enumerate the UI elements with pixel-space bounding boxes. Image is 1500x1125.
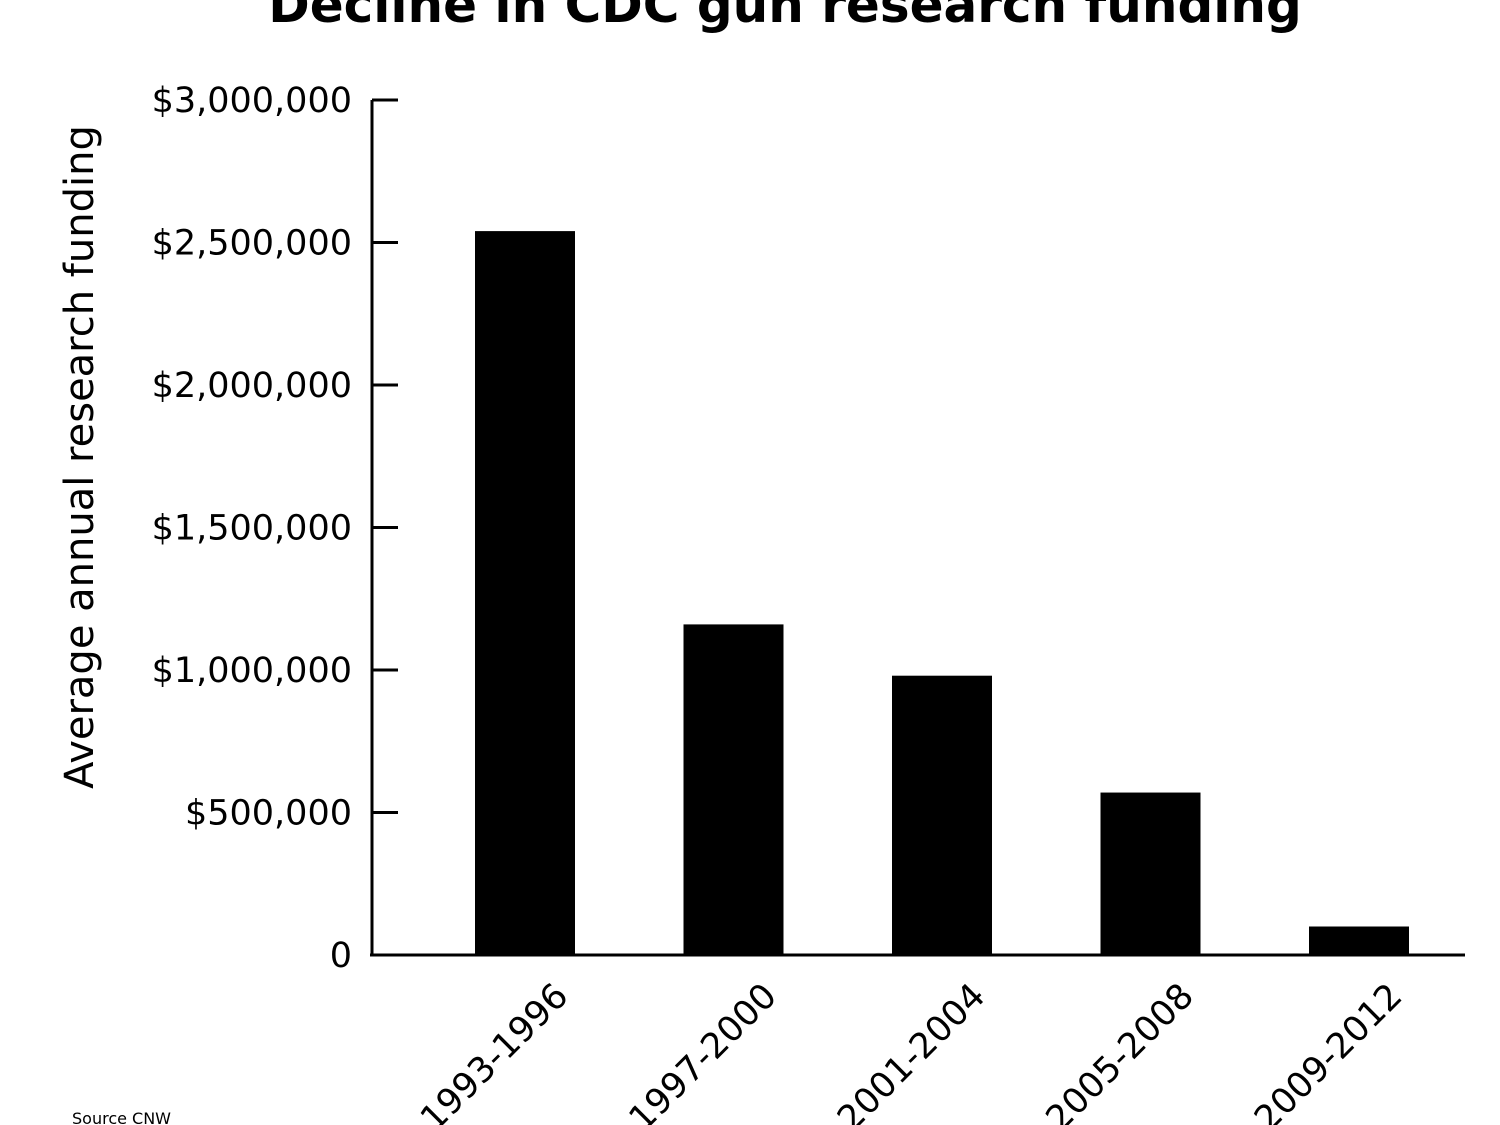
x-tick-label: 2005-2008 xyxy=(1039,976,1202,1125)
x-tick-label: 1993-1996 xyxy=(413,976,576,1125)
y-tick-label: $3,000,000 xyxy=(152,81,352,121)
bar-2005-2008 xyxy=(1100,792,1201,955)
y-tick-label: 0 xyxy=(330,936,352,976)
y-tick-label: $1,000,000 xyxy=(152,651,352,691)
bar-1997-2000 xyxy=(683,624,784,955)
x-tick-label: 1997-2000 xyxy=(622,976,785,1125)
x-axis-ticks: 1993-1996 1997-2000 2001-2004 2005-2008 2009… xyxy=(413,976,1410,1125)
y-tick-label: $2,000,000 xyxy=(152,366,352,406)
y-tick-label: $1,500,000 xyxy=(152,509,352,549)
y-tick-label: $2,500,000 xyxy=(152,224,352,264)
bar-1993-1996 xyxy=(475,231,575,956)
bar-2001-2004 xyxy=(892,675,992,955)
y-tick-label: $500,000 xyxy=(185,794,352,834)
x-tick-label: 2009-2012 xyxy=(1247,976,1410,1125)
chart-title: Decline in CDC gun research funding xyxy=(268,0,1302,34)
bar-2009-2012 xyxy=(1309,926,1409,955)
bars xyxy=(475,231,1409,956)
y-axis-label: Average annual research funding xyxy=(57,125,103,789)
source-note: Source CNW xyxy=(72,1109,171,1125)
y-axis-ticks: 0 $500,000 $1,000,000 $1,500,000 $2,000,000 $… xyxy=(152,81,398,976)
x-tick-label: 2001-2004 xyxy=(830,976,993,1125)
